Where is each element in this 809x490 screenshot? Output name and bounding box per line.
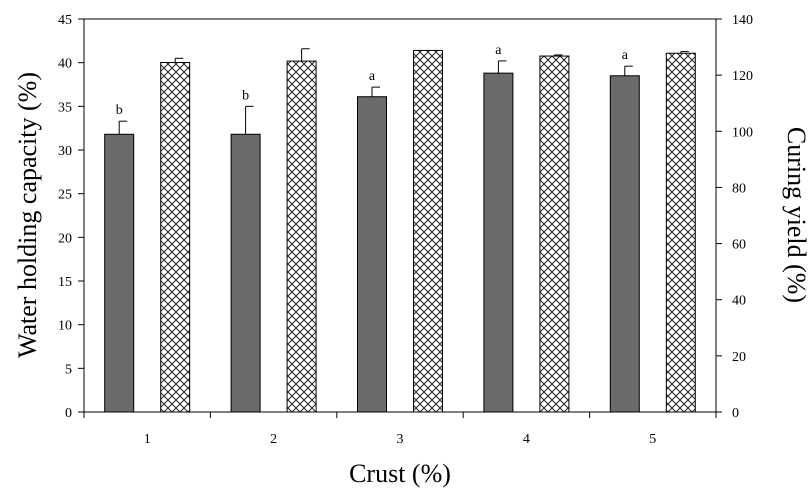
- y-right-tick-label: 40: [732, 294, 746, 309]
- significance-label: b: [116, 103, 123, 118]
- y-right-tick-label: 0: [732, 406, 739, 421]
- x-tick-label: 2: [270, 432, 277, 447]
- x-axis-title: Crust (%): [349, 459, 451, 488]
- bar-series-2: [160, 62, 191, 413]
- y-left-tick-label: 0: [65, 406, 72, 421]
- bar-series-1: [230, 133, 261, 413]
- y-left-tick-label: 45: [58, 13, 72, 28]
- bar-series-2: [286, 60, 317, 413]
- bars-layer: b b a a a: [104, 43, 696, 413]
- y-left-tick-label: 20: [58, 231, 72, 246]
- y-left-tick-label: 15: [58, 275, 72, 290]
- y-axis-left-title: Water holding capacity (%): [13, 72, 42, 358]
- bar-series-2: [539, 55, 570, 413]
- significance-label: a: [495, 43, 502, 58]
- significance-label: a: [369, 69, 376, 84]
- significance-label: a: [622, 48, 629, 63]
- bar-series-2: [413, 49, 443, 413]
- y-right-tick-label: 20: [732, 350, 746, 365]
- bar-series-1: [609, 75, 640, 413]
- y-right-tick-label: 100: [732, 125, 753, 140]
- plot-area-frame: [83, 18, 717, 413]
- bar-series-1: [483, 72, 514, 413]
- y-left-tick-label: 5: [65, 362, 72, 377]
- y-axis-right-title: Curing yield (%): [782, 127, 809, 303]
- x-tick-label: 3: [397, 432, 404, 447]
- x-tick-label: 4: [523, 432, 530, 447]
- bar-series-1: [104, 133, 135, 413]
- y-left-tick-label: 25: [58, 188, 72, 203]
- x-tick-label: 1: [144, 432, 151, 447]
- x-tick-label: 5: [649, 432, 656, 447]
- significance-label: b: [242, 88, 249, 103]
- y-left-tick-label: 10: [58, 319, 72, 334]
- y-left-tick-label: 30: [58, 144, 72, 159]
- y-right-tick-label: 80: [732, 181, 746, 196]
- y-right-tick-label: 120: [732, 69, 753, 84]
- y-right-tick-label: 60: [732, 238, 746, 253]
- bar-series-1: [357, 96, 387, 413]
- y-right-tick-label: 140: [732, 13, 753, 28]
- y-left-tick-label: 35: [58, 100, 72, 115]
- y-left-tick-label: 40: [58, 57, 72, 72]
- bar-series-2: [665, 52, 696, 413]
